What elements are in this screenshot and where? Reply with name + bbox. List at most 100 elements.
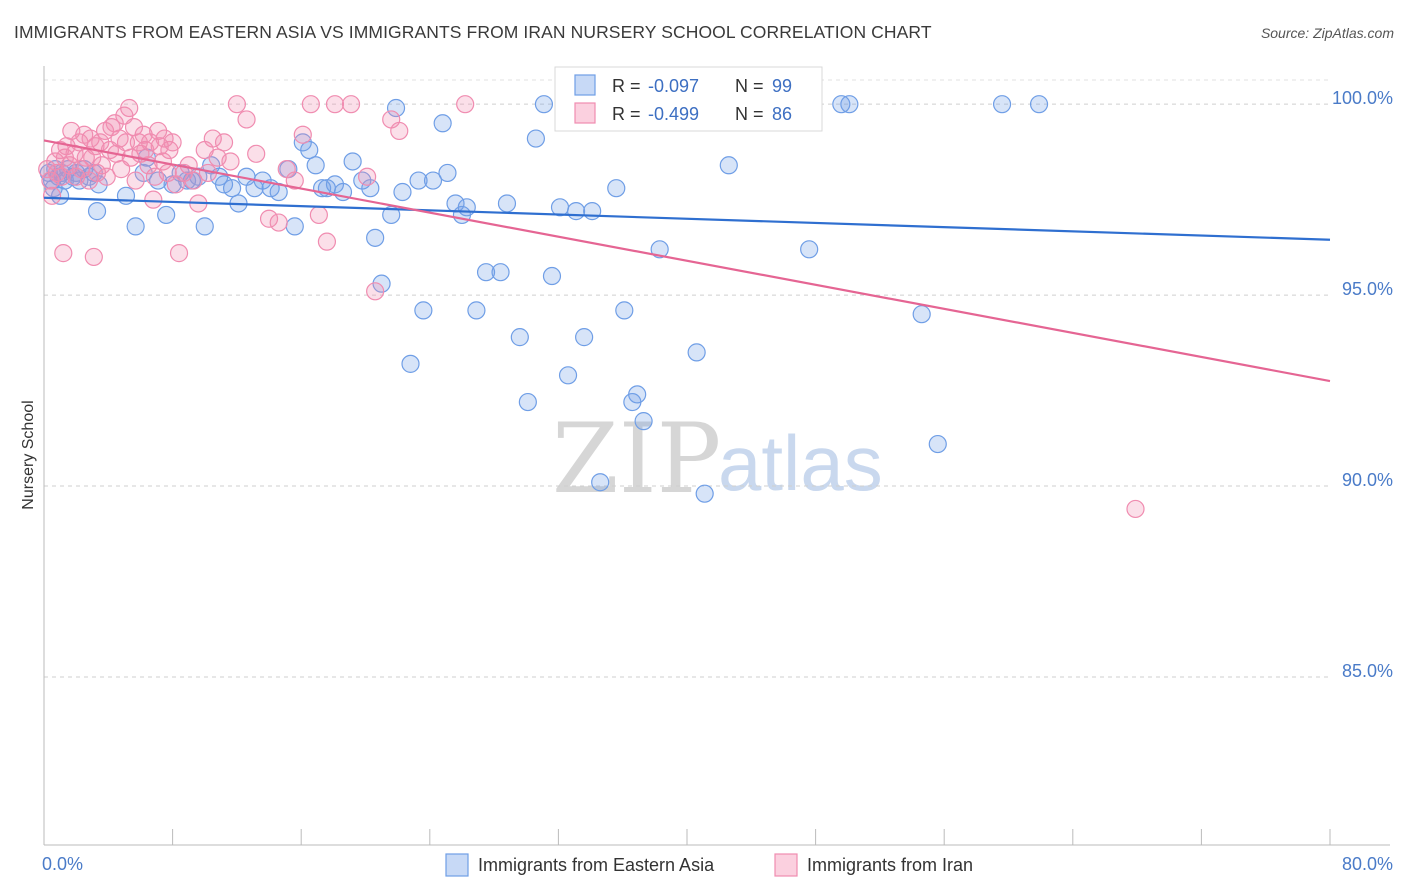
- point-eastern-asia-77: [575, 328, 594, 347]
- point-eastern-asia-58: [414, 301, 433, 320]
- point-iran-37: [126, 171, 145, 190]
- point-eastern-asia-52: [372, 274, 391, 293]
- point-eastern-asia-43: [306, 156, 325, 175]
- point-iran-83: [84, 247, 103, 267]
- point-eastern-asia-51: [366, 228, 385, 247]
- point-iran-72: [293, 125, 312, 144]
- point-eastern-asia-60: [433, 114, 452, 133]
- point-iran-40: [134, 125, 153, 144]
- point-eastern-asia-90: [719, 156, 738, 175]
- point-eastern-asia-98: [1029, 95, 1049, 114]
- point-iran-81: [390, 121, 409, 141]
- chart-title: IMMIGRANTS FROM EASTERN ASIA VS IMMIGRAN…: [14, 22, 932, 42]
- point-iran-61: [203, 129, 222, 148]
- point-iran-66: [237, 110, 256, 129]
- point-eastern-asia-96: [928, 434, 947, 454]
- point-eastern-asia-56: [401, 354, 420, 373]
- point-eastern-asia-48: [343, 152, 362, 171]
- legend-swatch-blue: [574, 74, 596, 96]
- point-iran-65: [227, 95, 246, 114]
- point-eastern-asia-55: [393, 182, 412, 202]
- point-eastern-asia-16: [87, 202, 107, 221]
- point-iran-85: [1126, 499, 1145, 519]
- point-iran-69: [269, 213, 288, 232]
- point-eastern-asia-69: [510, 328, 529, 347]
- series-legend-swatch-blue: [445, 853, 469, 877]
- point-iran-52: [163, 133, 182, 152]
- point-eastern-asia-57: [409, 171, 428, 190]
- legend-r-value-pink: -0.499: [648, 104, 699, 124]
- point-eastern-asia-79: [591, 473, 610, 492]
- point-iran-77: [341, 95, 361, 114]
- point-iran-68: [259, 209, 279, 228]
- point-eastern-asia-41: [293, 133, 312, 152]
- point-eastern-asia-50: [361, 179, 380, 198]
- point-iran-76: [325, 95, 345, 114]
- legend-r-value-blue: -0.097: [648, 76, 699, 96]
- x-tick-label-min: 0.0%: [42, 854, 83, 874]
- point-iran-67: [247, 144, 266, 163]
- point-eastern-asia-32: [222, 179, 242, 198]
- point-eastern-asia-88: [695, 484, 714, 503]
- axes: [43, 66, 1390, 846]
- point-iran-73: [301, 95, 320, 114]
- series-legend: Immigrants from Eastern Asia Immigrants …: [445, 853, 973, 877]
- y-tick-label-100: 100.0%: [1332, 88, 1393, 108]
- point-eastern-asia-97: [992, 95, 1012, 114]
- point-eastern-asia-76: [566, 202, 586, 221]
- point-eastern-asia-84: [634, 412, 653, 431]
- trend-line-iran: [43, 139, 1331, 383]
- point-iran-63: [214, 133, 234, 152]
- point-eastern-asia-59: [423, 171, 443, 190]
- point-eastern-asia-80: [607, 179, 626, 198]
- point-iran-56: [179, 156, 198, 175]
- point-iran-54: [169, 244, 189, 263]
- point-eastern-asia-65: [467, 301, 486, 320]
- point-eastern-asia-94: [840, 95, 859, 114]
- watermark-atlas: atlas: [718, 419, 883, 507]
- y-axis-title: Nursery School: [20, 400, 37, 509]
- point-iran-84: [456, 95, 475, 114]
- point-iran-34: [120, 98, 139, 118]
- point-eastern-asia-54: [386, 98, 406, 118]
- point-iran-3: [46, 152, 65, 171]
- series-legend-swatch-pink: [774, 853, 798, 877]
- trend-line-eastern-asia: [43, 196, 1331, 241]
- series-legend-label-blue: Immigrants from Eastern Asia: [478, 855, 715, 875]
- point-eastern-asia-22: [157, 205, 176, 225]
- source-credit: Source: ZipAtlas.com: [1260, 25, 1394, 41]
- point-iran-64: [221, 152, 240, 171]
- legend-n-label-pink: N =: [735, 104, 769, 124]
- legend-n-value-pink: 86: [772, 104, 792, 124]
- point-iran-25: [97, 167, 116, 186]
- legend-r-label-pink: R =: [612, 104, 646, 124]
- y-tick-label-90: 90.0%: [1342, 470, 1393, 490]
- point-eastern-asia-87: [687, 343, 706, 362]
- x-tick-label-max: 80.0%: [1342, 854, 1393, 874]
- legend-n-label-blue: N =: [735, 76, 769, 96]
- point-eastern-asia-71: [526, 129, 545, 148]
- point-eastern-asia-95: [912, 305, 931, 324]
- gridlines: [44, 79, 1330, 678]
- point-eastern-asia-67: [491, 263, 510, 282]
- legend-swatch-pink: [574, 102, 596, 124]
- point-iran-78: [358, 167, 377, 186]
- point-eastern-asia-61: [438, 163, 457, 183]
- point-iran-79: [366, 282, 385, 301]
- point-eastern-asia-28: [195, 217, 214, 236]
- point-eastern-asia-72: [534, 95, 554, 114]
- point-eastern-asia-74: [550, 198, 570, 217]
- point-iran-57: [184, 171, 203, 190]
- point-iran-2: [42, 186, 62, 205]
- point-iran-44: [144, 190, 163, 209]
- stats-legend: R = -0.097 N = 99 R = -0.499 N = 86: [554, 66, 823, 132]
- point-eastern-asia-81: [615, 301, 634, 320]
- point-eastern-asia-42: [300, 140, 319, 160]
- series-legend-label-pink: Immigrants from Iran: [807, 855, 973, 875]
- point-eastern-asia-66: [476, 263, 496, 282]
- point-eastern-asia-17: [116, 186, 136, 205]
- point-eastern-asia-92: [800, 240, 819, 259]
- point-iran-71: [285, 171, 304, 190]
- watermark-zip: ZIP: [552, 403, 721, 515]
- point-eastern-asia-83: [628, 385, 647, 404]
